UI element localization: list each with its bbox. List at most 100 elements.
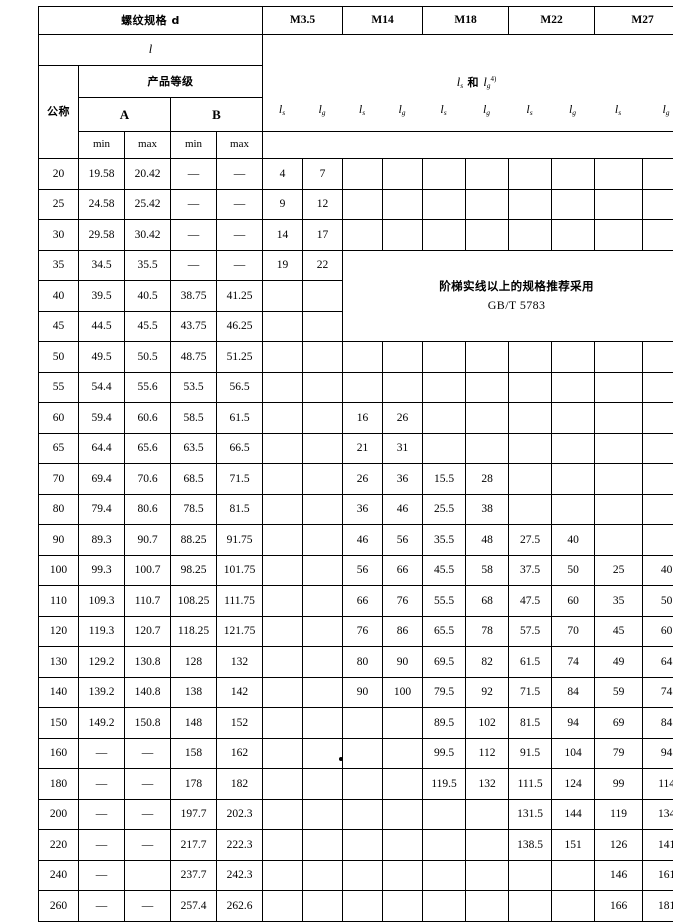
cell-m18-min <box>423 433 466 464</box>
cell-nominal: 240 <box>39 860 79 891</box>
cell-m35-max <box>303 799 343 830</box>
cell-m27-max <box>643 342 673 373</box>
cell-m22-max <box>552 220 595 251</box>
cell-nominal: 220 <box>39 830 79 861</box>
cell-m14-max <box>383 189 423 220</box>
cell-m27-min <box>595 220 643 251</box>
cell-m14-max <box>383 769 423 800</box>
cell-m18-min: 79.5 <box>423 677 466 708</box>
cell-m35-max <box>303 738 343 769</box>
cell-b-min: 197.7 <box>171 799 217 830</box>
table-row: 25 24.58 25.42 — — 9 12 <box>39 189 673 220</box>
cell-m22-min: 37.5 <box>509 555 552 586</box>
cell-m22-max: 94 <box>552 708 595 739</box>
cell-b-max: 262.6 <box>217 891 263 922</box>
cell-b-max: 132 <box>217 647 263 678</box>
cell-m14-min <box>343 189 383 220</box>
cell-m18-min: 119.5 <box>423 769 466 800</box>
cell-m14-max: 76 <box>383 586 423 617</box>
cell-m22-min <box>509 342 552 373</box>
cell-m27-min: 25 <box>595 555 643 586</box>
cell-b-min: 158 <box>171 738 217 769</box>
cell-a-min: 149.2 <box>79 708 125 739</box>
cell-m27-min: 69 <box>595 708 643 739</box>
cell-m14-max <box>383 738 423 769</box>
cell-m18-min <box>423 372 466 403</box>
cell-nominal: 50 <box>39 342 79 373</box>
cell-m22-min: 47.5 <box>509 586 552 617</box>
cell-m35-min <box>263 769 303 800</box>
cell-m14-min <box>343 860 383 891</box>
cell-m14-max <box>383 799 423 830</box>
cell-m14-min <box>343 769 383 800</box>
header-row-l: l ls 和 lg4) <box>39 35 673 66</box>
cell-m18-max: 28 <box>466 464 509 495</box>
cell-b-min: 108.25 <box>171 586 217 617</box>
cell-m27-max <box>643 189 673 220</box>
cell-m27-min <box>595 159 643 190</box>
cell-a-min: 69.4 <box>79 464 125 495</box>
cell-m27-max <box>643 403 673 434</box>
cell-m22-min: 111.5 <box>509 769 552 800</box>
cell-m27-min: 119 <box>595 799 643 830</box>
thread-spec-header: 螺纹规格 d <box>39 7 263 35</box>
cell-m18-max <box>466 830 509 861</box>
cell-m27-min: 49 <box>595 647 643 678</box>
cell-m35-max <box>303 311 343 342</box>
cell-m14-max <box>383 708 423 739</box>
size-header-m3.5: M3.5 <box>263 7 343 35</box>
cell-m35-min <box>263 281 303 312</box>
cell-m35-max <box>303 494 343 525</box>
cell-b-min: 237.7 <box>171 860 217 891</box>
cell-m18-min: 55.5 <box>423 586 466 617</box>
cell-b-max: — <box>217 189 263 220</box>
cell-m27-max: 141 <box>643 830 673 861</box>
cell-m27-max: 181 <box>643 891 673 922</box>
cell-m14-max: 86 <box>383 616 423 647</box>
cell-m18-max: 38 <box>466 494 509 525</box>
table-row: 150 149.2 150.8 148 152 89.5 102 81.5 94… <box>39 708 673 739</box>
cell-b-max: 41.25 <box>217 281 263 312</box>
cell-a-max: 100.7 <box>125 555 171 586</box>
cell-b-max: 51.25 <box>217 342 263 373</box>
cell-m35-min <box>263 738 303 769</box>
cell-m14-max <box>383 159 423 190</box>
cell-nominal: 20 <box>39 159 79 190</box>
cell-m22-min: 57.5 <box>509 616 552 647</box>
cell-b-min: — <box>171 189 217 220</box>
cell-m14-max <box>383 372 423 403</box>
cell-b-min: 48.75 <box>171 342 217 373</box>
cell-b-min: 98.25 <box>171 555 217 586</box>
cell-m35-max <box>303 830 343 861</box>
cell-m22-max <box>552 891 595 922</box>
nominal-header: 公称 <box>39 66 79 159</box>
table-row: 55 54.4 55.6 53.5 56.5 <box>39 372 673 403</box>
cell-m14-max: 36 <box>383 464 423 495</box>
cell-a-min: 64.4 <box>79 433 125 464</box>
cell-m18-max: 92 <box>466 677 509 708</box>
cell-a-max: 70.6 <box>125 464 171 495</box>
cell-m27-max <box>643 159 673 190</box>
cell-m35-max <box>303 403 343 434</box>
cell-b-max: 61.5 <box>217 403 263 434</box>
cell-m35-max: 7 <box>303 159 343 190</box>
l-header: l <box>39 35 263 66</box>
cell-m14-min <box>343 372 383 403</box>
cell-m35-min <box>263 525 303 556</box>
size-header-m18: M18 <box>423 7 509 35</box>
cell-m27-min: 126 <box>595 830 643 861</box>
cell-m22-min <box>509 403 552 434</box>
cell-b-max: 242.3 <box>217 860 263 891</box>
cell-m22-min <box>509 220 552 251</box>
cell-m18-min <box>423 891 466 922</box>
cell-b-min: 138 <box>171 677 217 708</box>
cell-m22-min <box>509 494 552 525</box>
cell-nominal: 40 <box>39 281 79 312</box>
cell-m35-max <box>303 586 343 617</box>
cell-m14-max: 90 <box>383 647 423 678</box>
cell-m27-max: 64 <box>643 647 673 678</box>
cell-a-max: 120.7 <box>125 616 171 647</box>
cell-m27-max <box>643 433 673 464</box>
cell-m22-min <box>509 891 552 922</box>
cell-m18-min: 25.5 <box>423 494 466 525</box>
